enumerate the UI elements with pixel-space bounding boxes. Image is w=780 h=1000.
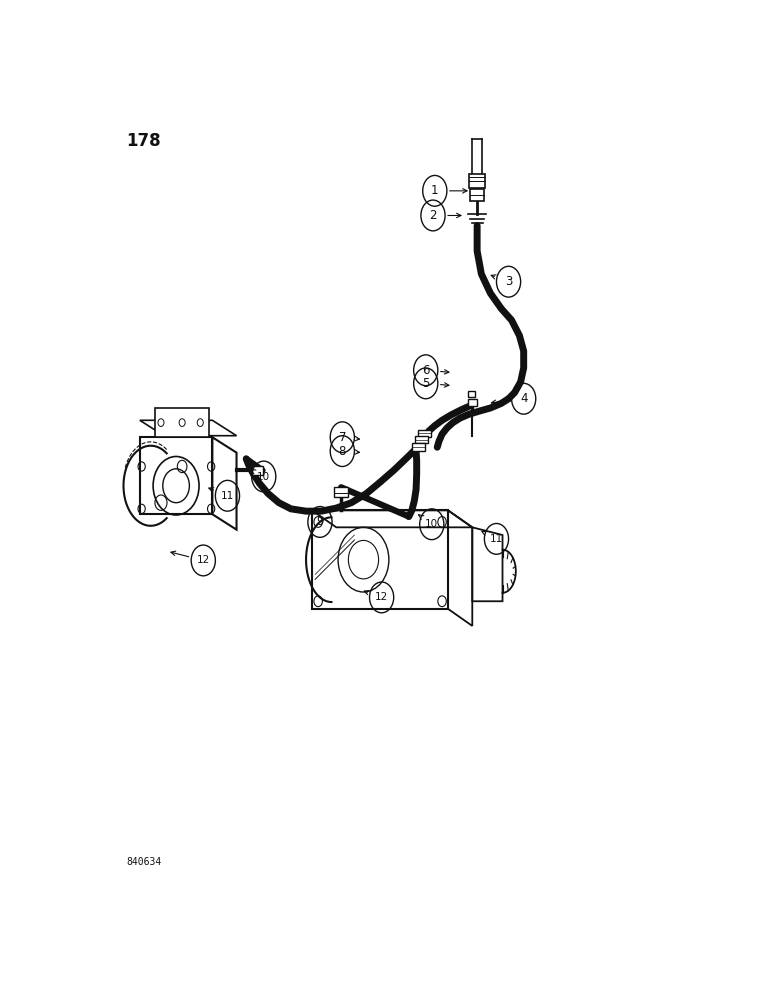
FancyBboxPatch shape xyxy=(415,436,428,443)
Text: 12: 12 xyxy=(375,592,388,602)
Text: 6: 6 xyxy=(422,364,430,377)
Text: 178: 178 xyxy=(126,132,161,150)
Text: 12: 12 xyxy=(197,555,210,565)
Text: 4: 4 xyxy=(520,392,527,405)
FancyBboxPatch shape xyxy=(412,443,425,451)
Text: 3: 3 xyxy=(505,275,512,288)
Text: 10: 10 xyxy=(425,519,438,529)
FancyBboxPatch shape xyxy=(252,466,263,475)
FancyBboxPatch shape xyxy=(468,391,475,397)
Text: 10: 10 xyxy=(257,472,271,482)
FancyBboxPatch shape xyxy=(470,189,484,201)
FancyBboxPatch shape xyxy=(334,487,349,497)
FancyBboxPatch shape xyxy=(418,430,431,437)
Text: 7: 7 xyxy=(339,431,346,444)
Text: 8: 8 xyxy=(339,445,346,458)
Text: 840634: 840634 xyxy=(126,857,161,867)
Text: 2: 2 xyxy=(429,209,437,222)
Text: 5: 5 xyxy=(422,377,430,390)
FancyBboxPatch shape xyxy=(155,408,209,437)
FancyBboxPatch shape xyxy=(470,174,485,188)
Text: 9: 9 xyxy=(316,515,324,528)
FancyBboxPatch shape xyxy=(468,399,477,406)
Text: 1: 1 xyxy=(431,184,438,197)
Text: 11: 11 xyxy=(221,491,234,501)
Text: 11: 11 xyxy=(490,534,503,544)
